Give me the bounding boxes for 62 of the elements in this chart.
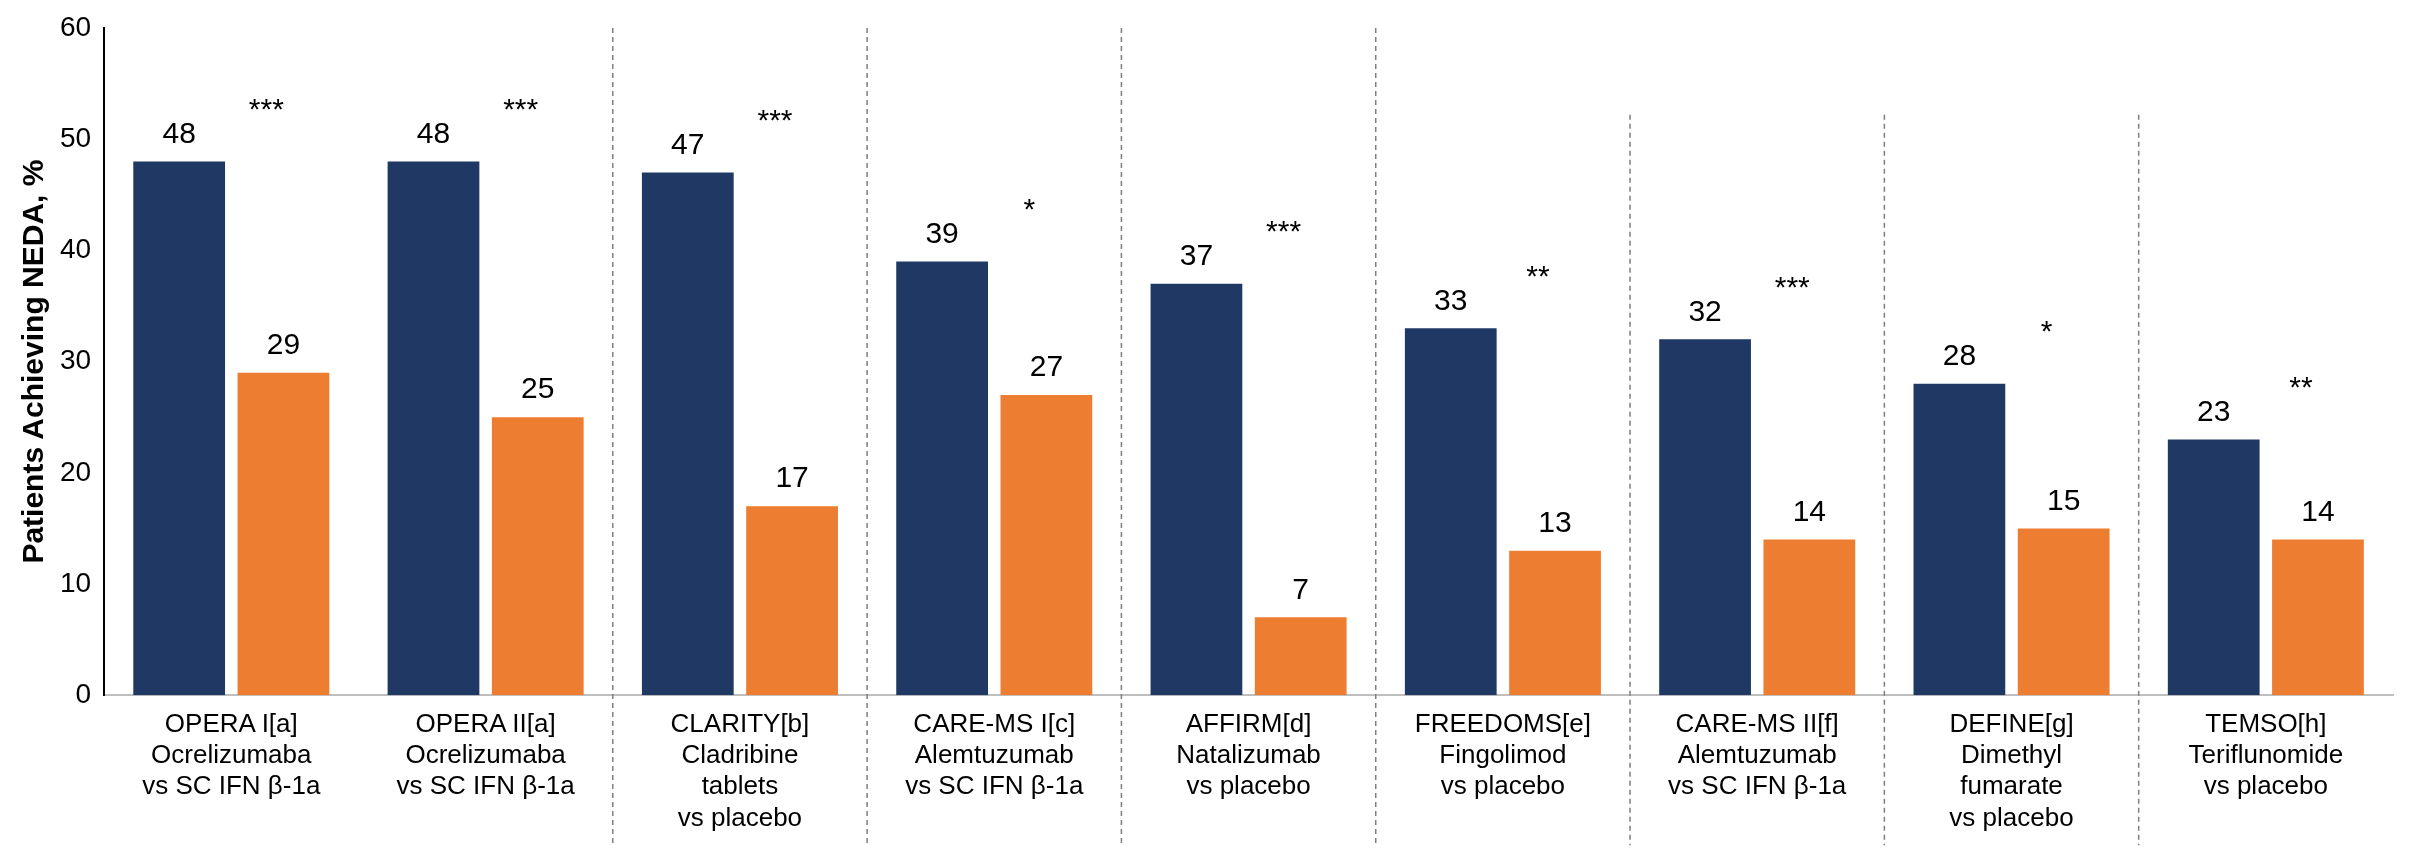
annotation: *** (757, 102, 793, 136)
bar (1913, 383, 2006, 696)
x-tick-label: CLARITY[b] Cladribine tablets vs placebo (670, 707, 810, 832)
y-tick-label: 10 (59, 566, 92, 598)
bar (2272, 539, 2364, 696)
bar (1404, 328, 1497, 696)
bar (237, 372, 330, 696)
bar (896, 261, 988, 696)
y-tick-label: 50 (59, 121, 92, 153)
bar (2167, 439, 2260, 696)
y-tick-label: 20 (59, 455, 92, 487)
data-label: 25 (521, 371, 555, 405)
data-label: 47 (671, 126, 705, 160)
bar (491, 417, 584, 696)
data-label: 13 (1538, 504, 1572, 538)
x-tick-label: FREEDOMS[e] Fingolimod vs placebo (1414, 707, 1592, 801)
data-label: 27 (1029, 349, 1064, 383)
y-tick-label: 60 (59, 10, 92, 42)
y-tick-label: 40 (59, 233, 92, 265)
bar (1150, 283, 1243, 696)
data-label: 28 (1942, 338, 1977, 372)
x-tick-label: DEFINE[g] Dimethyl fumarate vs placebo (1949, 707, 2074, 832)
data-label: 17 (775, 460, 809, 494)
annotation: * (2040, 314, 2053, 348)
y-tick-label: 30 (59, 344, 92, 376)
data-label: 14 (1792, 493, 1827, 527)
x-tick-label: TEMSO[h] Teriflunomide vs placebo (2188, 707, 2344, 801)
data-label: 48 (416, 115, 451, 149)
data-label: 39 (925, 215, 959, 249)
data-label: 29 (266, 326, 301, 360)
data-label: 14 (2301, 493, 2335, 527)
y-axis-title: Patients Achieving NEDA, % (16, 159, 50, 564)
annotation: *** (1266, 214, 1302, 248)
bar (1763, 539, 1856, 696)
data-label: 33 (1434, 282, 1468, 316)
data-label: 7 (1292, 571, 1310, 605)
bar (1509, 550, 1601, 696)
annotation: *** (248, 91, 285, 125)
annotation: *** (1774, 269, 1811, 303)
data-label: 48 (162, 115, 196, 149)
x-tick-label: OPERA I[a] Ocrelizumaba vs SC IFN β-1a (142, 707, 321, 801)
annotation: *** (503, 91, 539, 125)
data-label: 15 (2046, 482, 2081, 516)
annotation: ** (2289, 369, 2313, 403)
bar (1000, 394, 1093, 696)
bar (1659, 339, 1751, 696)
y-tick-label: 0 (75, 677, 92, 709)
data-label: 37 (1179, 238, 1214, 272)
data-label: 32 (1688, 293, 1722, 327)
x-tick-label: AFFIRM[d] Natalizumab vs placebo (1176, 707, 1321, 801)
x-tick-label: CARE-MS II[f] Alemtuzumab vs SC IFN β-1a (1668, 707, 1847, 801)
x-tick-label: CARE-MS I[c] Alemtuzumab vs SC IFN β-1a (905, 707, 1084, 801)
bar (387, 161, 480, 696)
x-tick-label: OPERA II[a] Ocrelizumaba vs SC IFN β-1a (396, 707, 576, 801)
annotation: ** (1526, 258, 1550, 292)
bar (2017, 528, 2110, 696)
annotation: * (1023, 191, 1036, 225)
bar (746, 506, 838, 696)
bar (641, 172, 734, 696)
bar (1254, 617, 1347, 696)
data-label: 23 (2197, 393, 2231, 427)
bar (133, 161, 226, 696)
